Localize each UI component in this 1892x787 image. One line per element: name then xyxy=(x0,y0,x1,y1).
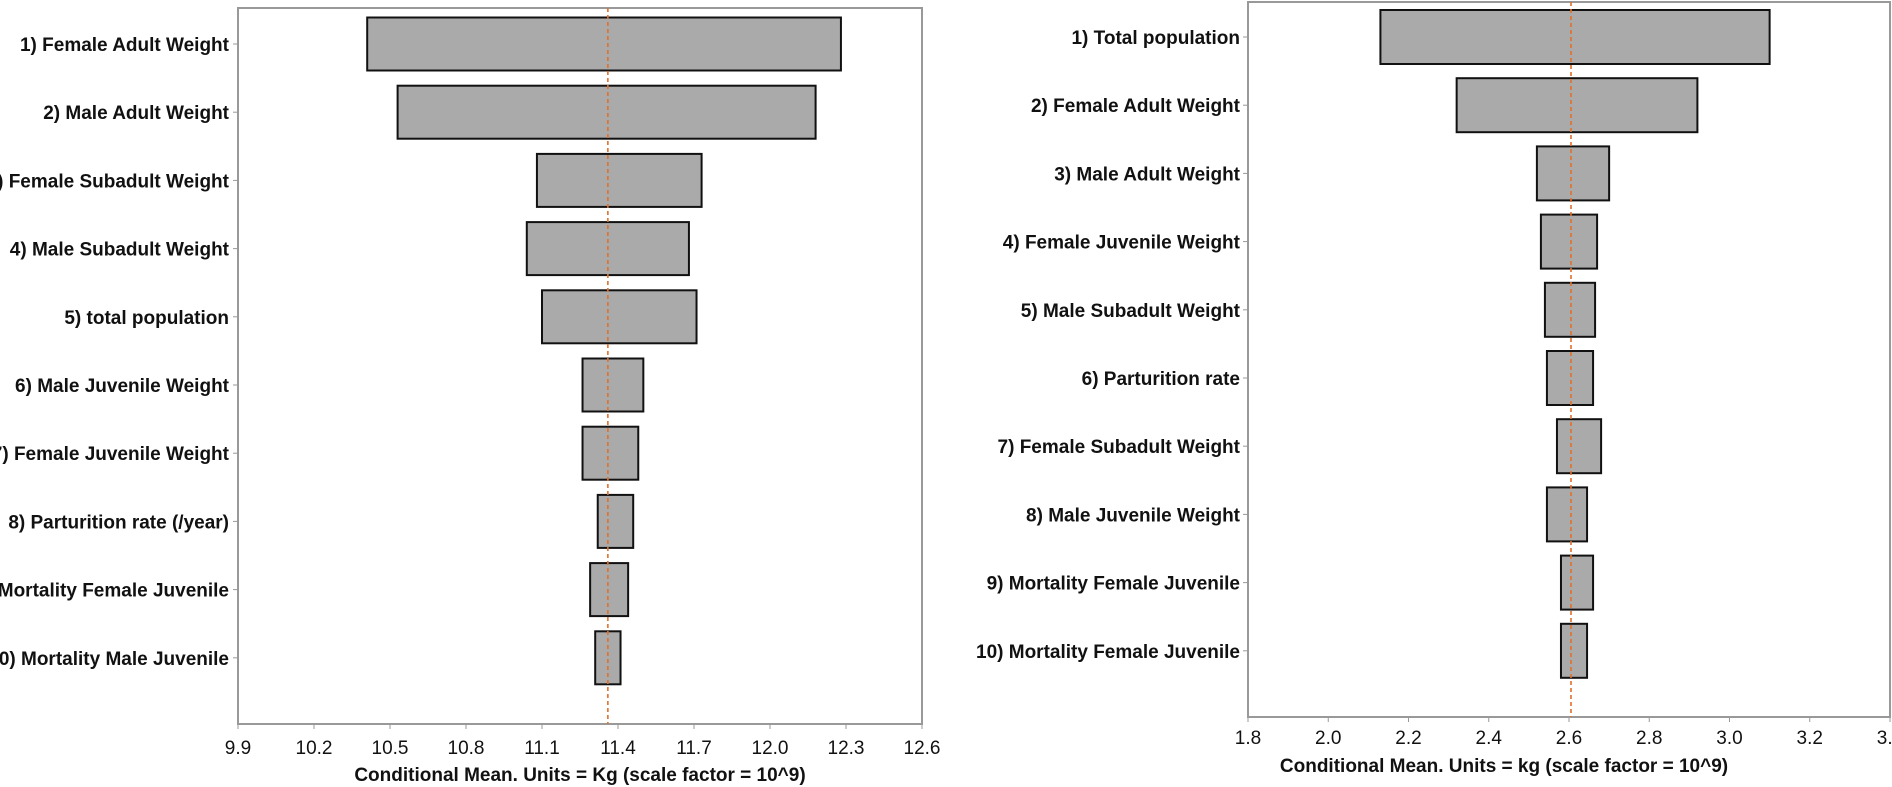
left-tornado-chart: 1) Female Adult Weight 2) Male Adult Weig… xyxy=(0,7,941,786)
bar-7 xyxy=(581,425,640,481)
category-label: 5) total population xyxy=(64,308,229,329)
bar-2 xyxy=(1455,77,1699,134)
x-tick-label: 3.0 xyxy=(1716,728,1742,749)
category-label: 1) Total population xyxy=(1071,28,1240,49)
x-tick-label: 2.2 xyxy=(1395,728,1421,749)
bar-9 xyxy=(1559,554,1595,611)
bar-8 xyxy=(596,493,635,549)
bar-9 xyxy=(589,562,630,618)
x-tick-label: 10.2 xyxy=(296,738,333,759)
bar-1 xyxy=(1379,9,1771,65)
x-tick-label: 11.4 xyxy=(600,738,636,759)
category-label: 2) Male Adult Weight xyxy=(43,103,229,124)
x-tick-label: 2.8 xyxy=(1636,728,1662,749)
x-tick-label: 2.0 xyxy=(1315,728,1341,749)
category-label: 3) Male Adult Weight xyxy=(1054,164,1240,185)
bar-5 xyxy=(1543,281,1597,338)
bar-3 xyxy=(535,152,703,208)
x-tick-label: 3.4 xyxy=(1877,728,1892,749)
category-label: 4) Male Subadult Weight xyxy=(10,240,230,261)
x-axis-title: Conditional Mean. Units = kg (scale fact… xyxy=(1280,756,1728,777)
bar-8 xyxy=(1545,486,1589,543)
x-tick-label: 9.9 xyxy=(225,738,251,759)
bar-1 xyxy=(366,16,842,72)
x-tick-label: 10.8 xyxy=(448,738,485,759)
bar-7 xyxy=(1555,418,1603,475)
category-label: 10) Mortality Male Juvenile xyxy=(0,649,229,670)
x-tick-label: 2.6 xyxy=(1556,728,1582,749)
x-tick-label: 12.6 xyxy=(904,738,941,759)
bar-6 xyxy=(1545,350,1595,406)
category-label: 9) Mortality Female Juvenile xyxy=(987,574,1240,595)
bar-4 xyxy=(1539,213,1599,270)
category-label: 2) Female Adult Weight xyxy=(1031,96,1241,117)
x-tick-label: 10.5 xyxy=(372,738,409,759)
category-label: 1) Female Adult Weight xyxy=(20,35,230,56)
bar-6 xyxy=(581,357,645,413)
plot-frame xyxy=(237,7,923,725)
category-label: 6) Male Juvenile Weight xyxy=(15,376,230,397)
x-tick-label: 12.0 xyxy=(752,738,789,759)
bar-2 xyxy=(396,84,817,140)
category-label: 9) Mortality Female Juvenile xyxy=(0,581,229,602)
bar-5 xyxy=(541,289,698,345)
category-label: 5) Male Subadult Weight xyxy=(1021,301,1241,322)
bar-10 xyxy=(1559,622,1589,679)
x-tick-label: 12.3 xyxy=(828,738,865,759)
right-tornado-chart: 1) Total population 2) Female Adult Weigh… xyxy=(976,1,1892,777)
category-label: 8) Parturition rate (/year) xyxy=(8,512,229,533)
category-label: 10) Mortality Female Juvenile xyxy=(976,642,1240,663)
category-label: 4) Female Juvenile Weight xyxy=(1003,233,1241,254)
category-label: 7) Female Juvenile Weight xyxy=(0,444,230,465)
category-label: 6) Parturition rate xyxy=(1082,369,1240,390)
category-label: 7) Female Subadult Weight xyxy=(998,437,1241,458)
category-label: 3) Female Subadult Weight xyxy=(0,171,230,192)
x-axis-title: Conditional Mean. Units = Kg (scale fact… xyxy=(354,765,805,786)
category-label: 8) Male Juvenile Weight xyxy=(1026,505,1241,526)
x-tick-label: 11.1 xyxy=(524,738,560,759)
x-tick-label: 11.7 xyxy=(676,738,712,759)
bar-3 xyxy=(1535,145,1611,202)
x-tick-label: 3.2 xyxy=(1797,728,1823,749)
x-tick-label: 1.8 xyxy=(1235,728,1261,749)
x-tick-label: 2.4 xyxy=(1476,728,1503,749)
